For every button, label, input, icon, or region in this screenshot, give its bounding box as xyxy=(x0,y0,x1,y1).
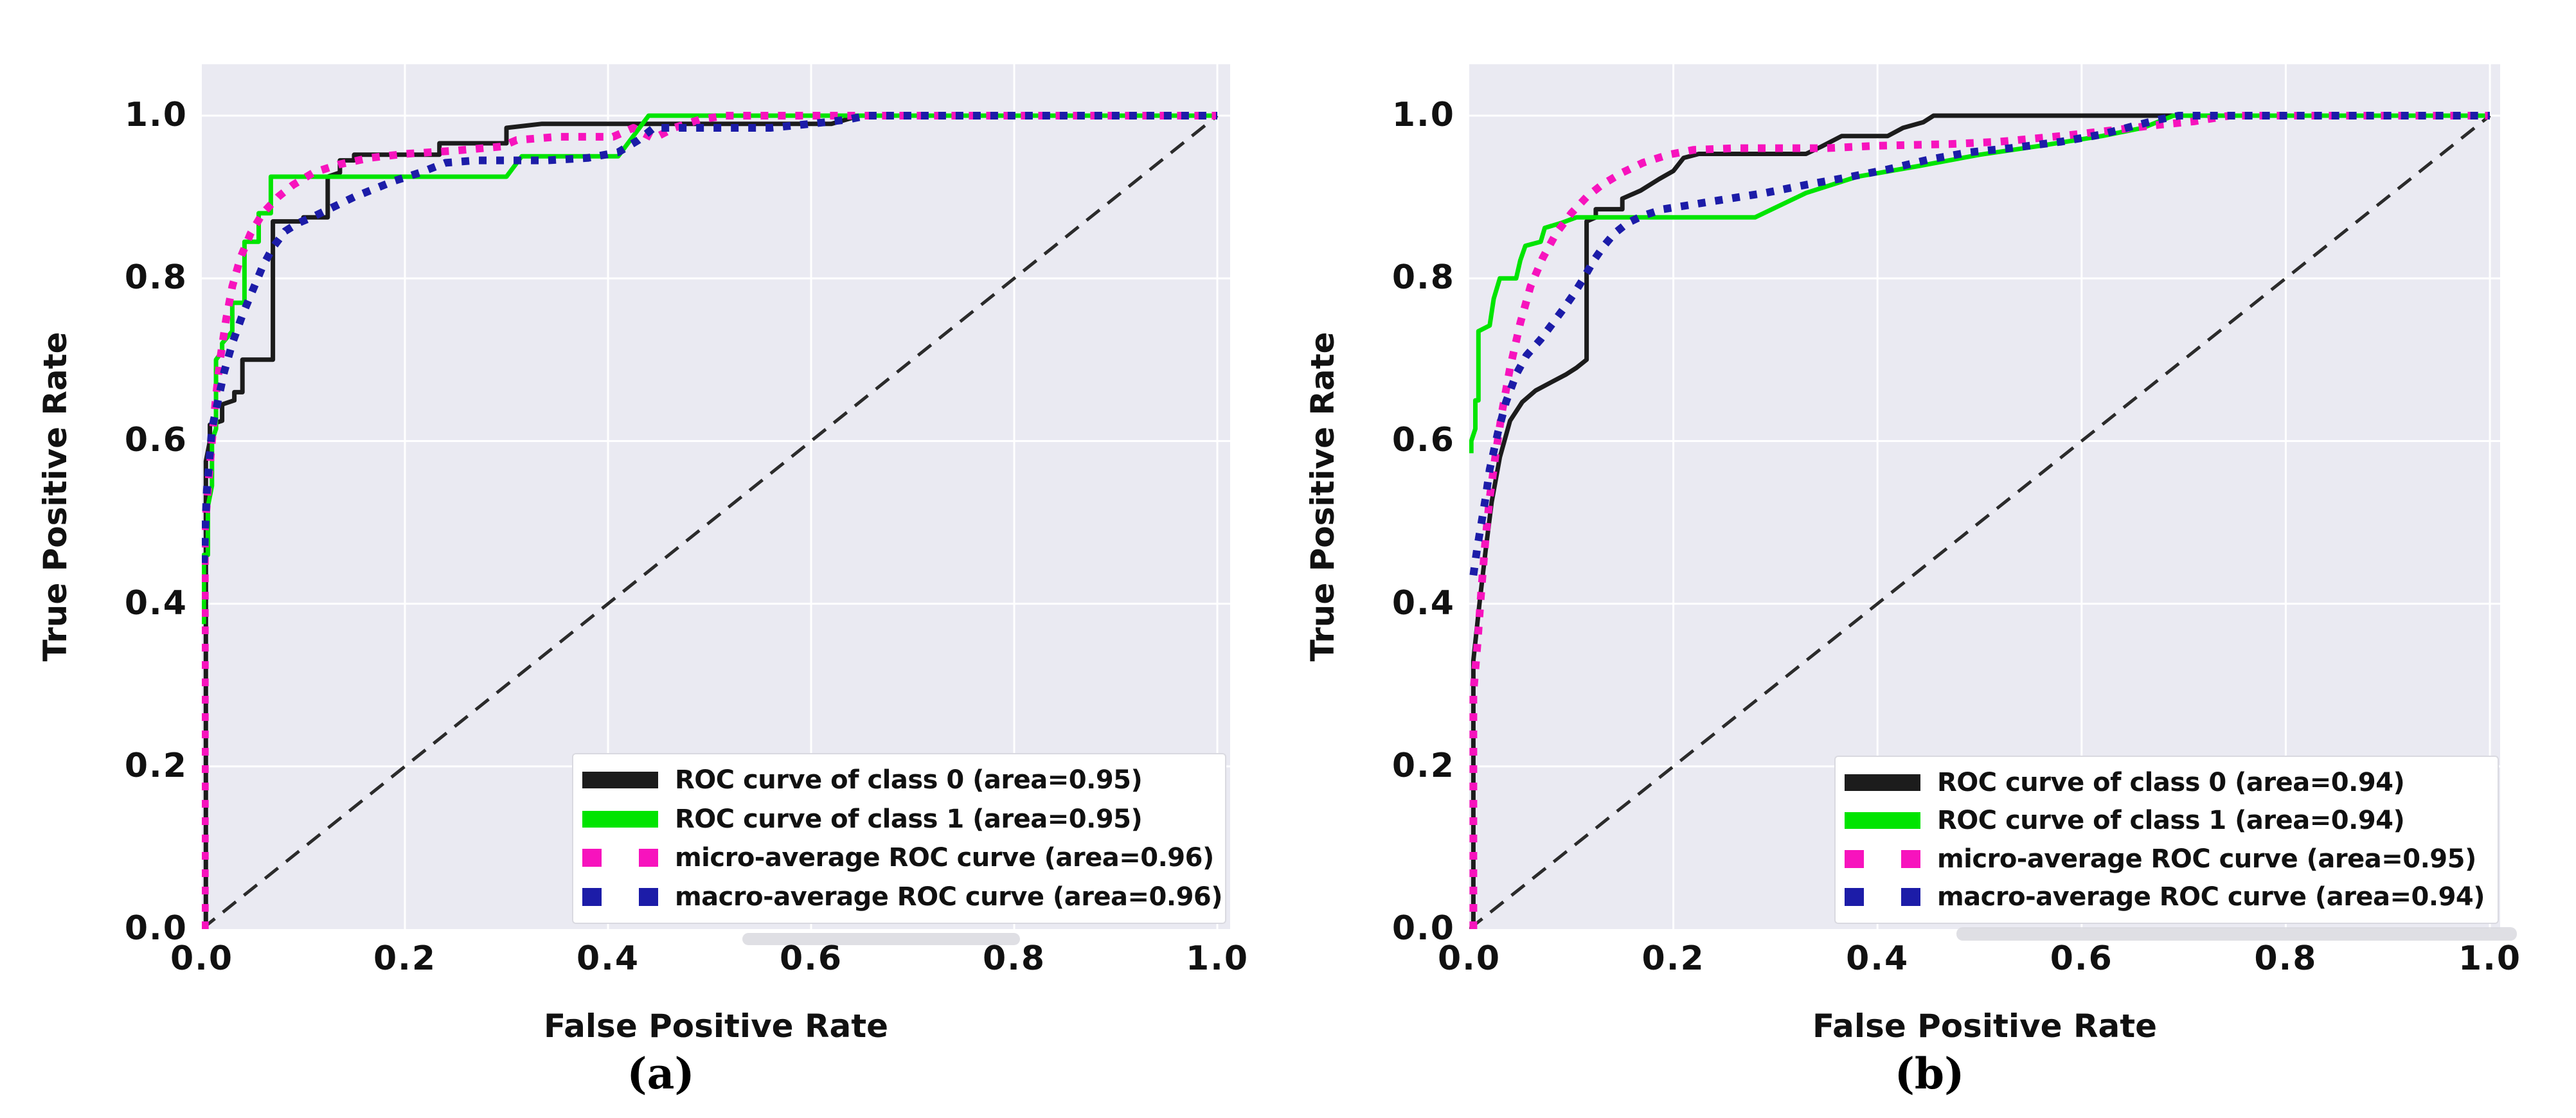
legend-label: ROC curve of class 0 (area=0.95) xyxy=(675,765,1143,795)
x-tick-label: 0.0 xyxy=(1437,939,1501,978)
y-tick-label: 0.6 xyxy=(1391,421,1455,460)
y-tick-label: 0.8 xyxy=(124,258,188,297)
legend-swatch-class0 xyxy=(582,772,659,789)
legend-line xyxy=(582,772,658,789)
caption-a: (a) xyxy=(627,1049,695,1099)
x-axis-label-b: False Positive Rate xyxy=(1812,1007,2158,1045)
legend-swatch-micro xyxy=(582,849,659,867)
x-tick-label: 0.8 xyxy=(982,939,1046,978)
y-tick-label: 0.0 xyxy=(124,909,188,948)
legend-entry-macro: macro-average ROC curve (area=0.96) xyxy=(582,882,1223,912)
y-tick-label: 0.4 xyxy=(124,583,188,623)
legend-swatch-macro xyxy=(1845,888,1922,907)
legend-label: macro-average ROC curve (area=0.94) xyxy=(1937,882,2485,912)
roc-curve-class0 xyxy=(1471,113,2490,929)
caption-b: (b) xyxy=(1894,1049,1965,1099)
x-tick-label: 0.4 xyxy=(576,939,640,978)
legend-swatch-class1 xyxy=(582,810,659,828)
legend-label: micro-average ROC curve (area=0.95) xyxy=(1937,844,2476,874)
x-tick-label: 0.0 xyxy=(170,939,234,978)
roc-curve-macro xyxy=(1469,112,2490,576)
legend-a: ROC curve of class 0 (area=0.95) ROC curv… xyxy=(572,753,1226,924)
legend-dot xyxy=(1901,888,1920,907)
legend-entry-class0: ROC curve of class 0 (area=0.95) xyxy=(582,765,1216,795)
x-tick-label: 0.8 xyxy=(2254,939,2318,978)
legend-dot xyxy=(1845,888,1864,907)
roc-curve-class0 xyxy=(203,113,1217,929)
y-tick-label: 0.2 xyxy=(1391,746,1455,785)
plot-area-b: ROC curve of class 0 (area=0.94) ROC curv… xyxy=(1469,64,2500,929)
legend-label: ROC curve of class 0 (area=0.94) xyxy=(1937,767,2405,797)
y-tick-label: 0.8 xyxy=(1391,258,1455,297)
legend-entry-class1: ROC curve of class 1 (area=0.94) xyxy=(1845,806,2489,835)
y-tick-label: 1.0 xyxy=(1391,95,1455,134)
legend-b: ROC curve of class 0 (area=0.94) ROC curv… xyxy=(1834,756,2499,924)
legend-entry-class1: ROC curve of class 1 (area=0.95) xyxy=(582,804,1216,834)
legend-entry-class0: ROC curve of class 0 (area=0.94) xyxy=(1845,768,2489,797)
plot-area-a: ROC curve of class 0 (area=0.95) ROC curv… xyxy=(202,64,1230,929)
legend-label: micro-average ROC curve (area=0.96) xyxy=(675,843,1214,873)
legend-swatch-micro xyxy=(1845,849,1922,868)
legend-dot xyxy=(1845,849,1864,868)
legend-swatch-class0 xyxy=(1845,774,1922,791)
legend-dot xyxy=(1901,849,1920,868)
legend-label: macro-average ROC curve (area=0.96) xyxy=(675,882,1223,912)
y-tick-label: 0.2 xyxy=(124,746,188,785)
scrollbar-artifact-a xyxy=(742,933,1020,945)
legend-dot xyxy=(639,849,658,867)
y-axis-label-b: True Positive Rate xyxy=(1304,332,1341,662)
legend-dot xyxy=(582,887,602,906)
x-axis-label-a: False Positive Rate xyxy=(543,1007,889,1045)
legend-label: ROC curve of class 1 (area=0.94) xyxy=(1937,806,2405,836)
roc-curve-macro xyxy=(202,112,1217,563)
y-tick-label: 0.4 xyxy=(1391,583,1455,623)
y-tick-label: 0.6 xyxy=(124,421,188,460)
roc-curves-a xyxy=(202,64,1230,929)
roc-curve-micro xyxy=(202,112,1217,929)
legend-entry-micro: micro-average ROC curve (area=0.96) xyxy=(582,843,1216,873)
legend-swatch-class1 xyxy=(1845,812,1922,830)
x-tick-label: 0.2 xyxy=(1641,939,1705,978)
y-tick-label: 0.0 xyxy=(1391,909,1455,948)
x-tick-label: 0.2 xyxy=(373,939,437,978)
chance-diagonal-line xyxy=(1469,114,2491,929)
roc-curve-class1 xyxy=(1469,113,2490,454)
roc-curves-b xyxy=(1469,64,2500,929)
legend-label: ROC curve of class 1 (area=0.95) xyxy=(675,804,1143,834)
x-tick-label: 1.0 xyxy=(2458,939,2522,978)
legend-swatch-macro xyxy=(582,887,659,906)
x-tick-label: 0.4 xyxy=(1846,939,1910,978)
x-tick-label: 0.6 xyxy=(779,939,843,978)
legend-entry-macro: macro-average ROC curve (area=0.94) xyxy=(1845,882,2489,912)
legend-line xyxy=(582,810,658,828)
chance-diagonal-line xyxy=(202,114,1219,929)
legend-line xyxy=(1845,774,1920,791)
legend-line xyxy=(1845,812,1920,830)
legend-dot xyxy=(639,887,658,906)
x-tick-label: 0.6 xyxy=(2050,939,2113,978)
legend-entry-micro: micro-average ROC curve (area=0.95) xyxy=(1845,844,2489,874)
y-tick-label: 1.0 xyxy=(124,95,188,134)
legend-dot xyxy=(582,849,602,867)
x-tick-label: 1.0 xyxy=(1185,939,1249,978)
scrollbar-artifact-b xyxy=(1956,927,2517,941)
